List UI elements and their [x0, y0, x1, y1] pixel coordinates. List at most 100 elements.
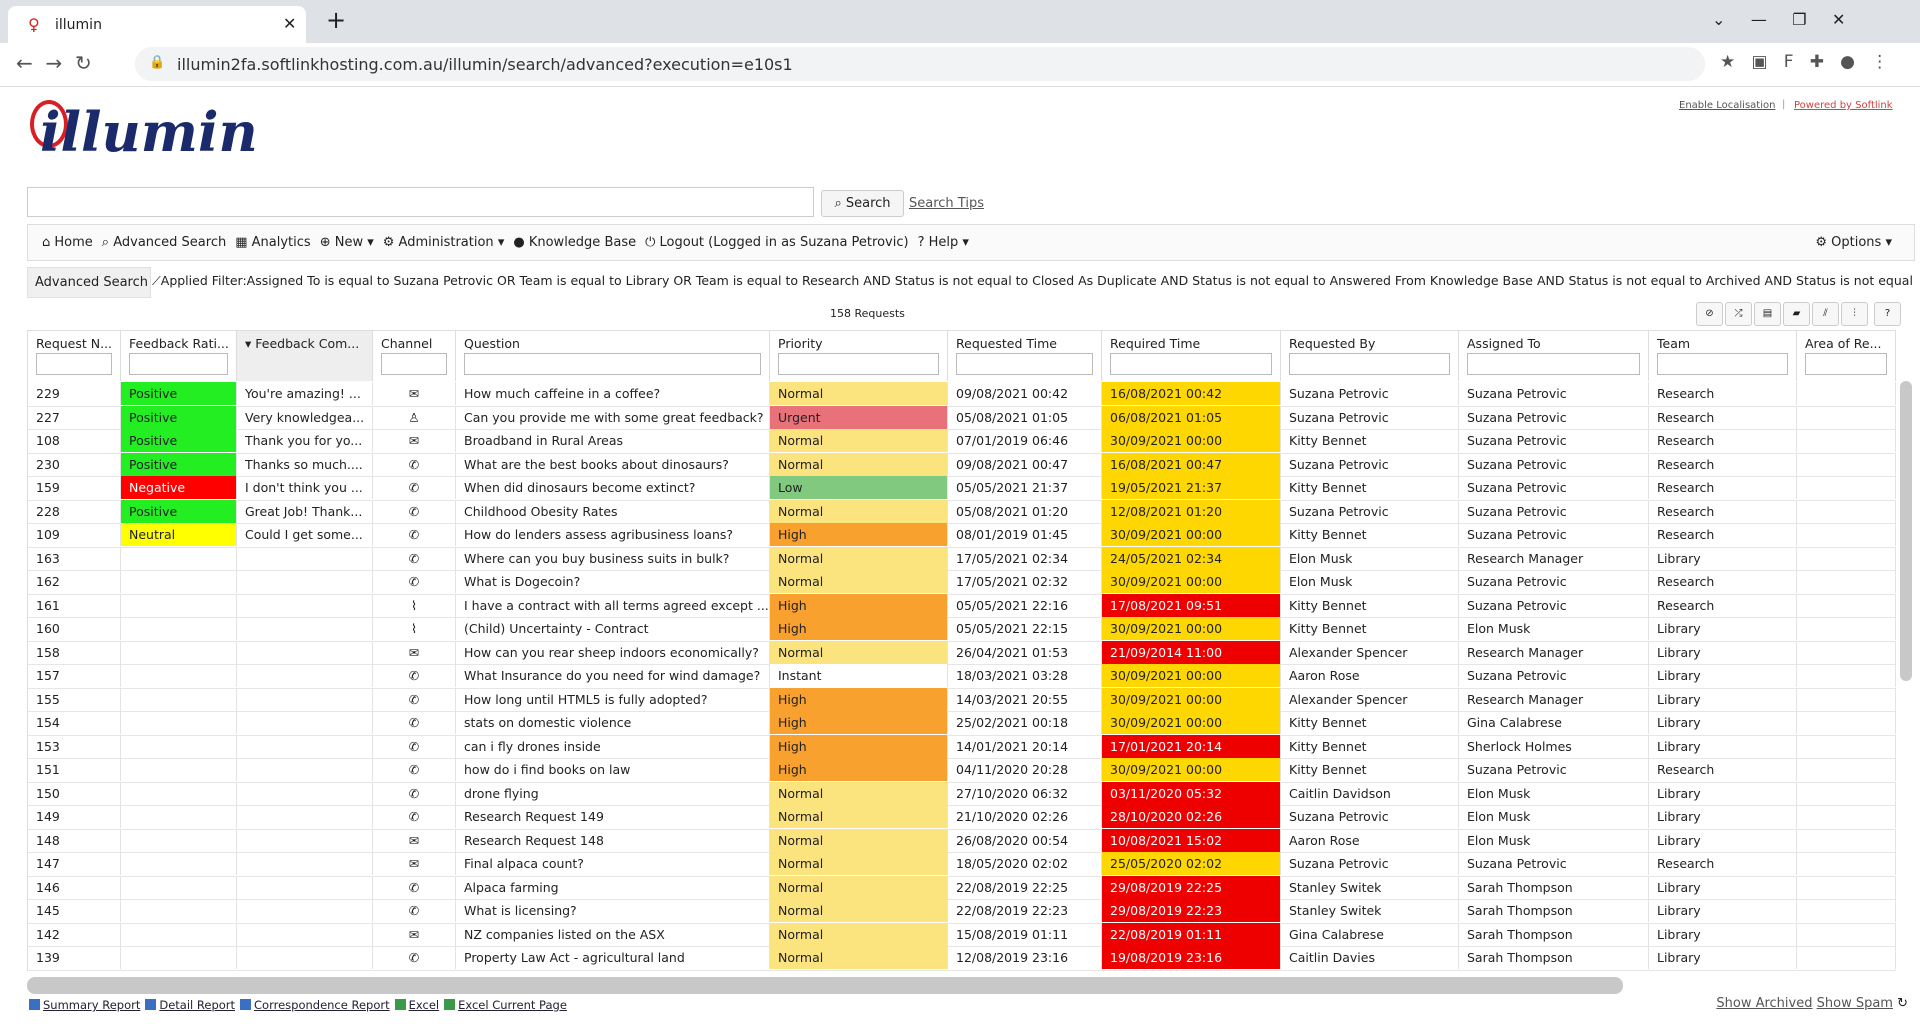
window-controls[interactable]: ⌄ — ❐ ✕	[1712, 10, 1846, 29]
table-row[interactable]: 150 ✆ drone flying Normal 27/10/2020 06:32 03…	[28, 781, 1896, 806]
show-archived[interactable]: Show Archived	[1716, 996, 1813, 1011]
horizontal-scrollbar[interactable]	[27, 977, 1623, 994]
tool-button[interactable]: ⊘	[1696, 302, 1723, 326]
column-filter[interactable]	[36, 353, 112, 375]
column-filter[interactable]	[129, 353, 228, 375]
vertical-scrollbar[interactable]	[1900, 381, 1912, 681]
table-cell	[121, 711, 237, 734]
column-header[interactable]: ▾ Feedback Com...	[237, 331, 373, 381]
report-link[interactable]: Excel Current Page	[444, 998, 567, 1012]
search-input[interactable]	[27, 187, 814, 217]
tool-button[interactable]: ⤮	[1725, 302, 1752, 326]
options-menu[interactable]: ⚙ Options ▾	[1815, 235, 1892, 250]
column-header[interactable]: Team	[1649, 331, 1797, 381]
nav-item[interactable]: ⏻ Logout (Logged in as Suzana Petrovic)	[645, 235, 909, 250]
table-cell: Sarah Thompson	[1459, 899, 1649, 922]
table-row[interactable]: 148 ✉ Research Request 148 Normal 26/08/2020…	[28, 828, 1896, 853]
column-header[interactable]: Feedback Rati...	[121, 331, 237, 381]
table-cell	[237, 875, 373, 899]
table-row[interactable]: 158 ✉ How can you rear sheep indoors econo…	[28, 640, 1896, 665]
tab-title: illumin	[55, 17, 102, 33]
table-row[interactable]: 227 Positive Very knowledgea... ♙ Can you pr…	[28, 405, 1896, 430]
table-row[interactable]: 155 ✆ How long until HTML5 is fully adopte…	[28, 687, 1896, 712]
column-header[interactable]: Priority	[770, 331, 948, 381]
omnibox[interactable]: 🔒 illumin2fa.softlinkhosting.com.au/illu…	[135, 47, 1705, 81]
table-cell: 14/01/2021 20:14	[948, 734, 1102, 758]
column-filter[interactable]	[464, 353, 761, 375]
table-row[interactable]: 149 ✆ Research Request 149 Normal 21/10/2020…	[28, 805, 1896, 830]
table-row[interactable]: 160 ⌇ (Child) Uncertainty - Contract High 05…	[28, 617, 1896, 642]
search-button[interactable]: ⌕ Search	[821, 190, 904, 217]
table-row[interactable]: 146 ✆ Alpaca farming Normal 22/08/2019 22:25…	[28, 875, 1896, 900]
new-tab[interactable]: +	[326, 6, 347, 34]
show-spam[interactable]: Show Spam	[1816, 996, 1893, 1011]
column-filter[interactable]	[1657, 353, 1788, 375]
column-header[interactable]: Channel	[373, 331, 456, 381]
search-tips[interactable]: Search Tips	[909, 196, 984, 211]
table-cell	[237, 781, 373, 805]
nav-bar: ⌂ Home ⌕ Advanced Search ▦ Analytics ⊕ New …	[27, 224, 1915, 261]
report-link[interactable]: Correspondence Report	[240, 998, 390, 1012]
column-filter[interactable]	[1805, 353, 1887, 375]
report-link[interactable]: Detail Report	[145, 998, 235, 1012]
localisation-link[interactable]: Enable Localisation	[1679, 100, 1776, 111]
softlink-link[interactable]: Powered by Softlink	[1794, 100, 1893, 111]
nav-buttons[interactable]: ← → ↻	[16, 51, 92, 75]
nav-item[interactable]: ▦ Analytics	[235, 235, 311, 250]
column-filter[interactable]	[1467, 353, 1640, 375]
nav-item[interactable]: ● Knowledge Base	[513, 235, 637, 250]
table-row[interactable]: 151 ✆ how do i find books on law High 04/11/…	[28, 758, 1896, 783]
tab[interactable]: ♀ illumin ✕	[8, 6, 306, 43]
table-row[interactable]: 109 Neutral Could I get some... ✆ How do len…	[28, 523, 1896, 548]
nav-item[interactable]: ? Help ▾	[917, 235, 969, 250]
table-cell: 24/05/2021 02:34	[1102, 546, 1281, 570]
table-row[interactable]: 145 ✆ What is licensing? Normal 22/08/2019 2…	[28, 899, 1896, 924]
table-row[interactable]: 157 ✆ What Insurance do you need for wind …	[28, 664, 1896, 689]
table-row[interactable]: 230 Positive Thanks so much.... ✆ What are t…	[28, 452, 1896, 477]
nav-item[interactable]: ⌕ Advanced Search	[101, 235, 227, 250]
column-filter[interactable]	[381, 353, 447, 375]
tool-button[interactable]: ▰	[1783, 302, 1810, 326]
table-row[interactable]: 142 ✉ NZ companies listed on the ASX Normal…	[28, 922, 1896, 947]
table-row[interactable]: 161 ⌇ I have a contract with all terms agr…	[28, 593, 1896, 618]
table-row[interactable]: 108 Positive Thank you for yo... ✉ Broadband…	[28, 429, 1896, 454]
table-cell: Library	[1649, 640, 1797, 664]
table-cell	[121, 899, 237, 922]
nav-item[interactable]: ⚙ Administration ▾	[382, 235, 505, 250]
tool-button[interactable]: ▤	[1754, 302, 1781, 326]
tool-button[interactable]: ⫽	[1812, 302, 1839, 326]
advanced-search-tab[interactable]: Advanced Search	[27, 267, 151, 298]
report-link[interactable]: Excel	[394, 998, 439, 1012]
column-header[interactable]: Required Time	[1102, 331, 1281, 381]
column-filter[interactable]	[778, 353, 939, 375]
nav-item[interactable]: ⌂ Home	[42, 235, 93, 250]
table-row[interactable]: 147 ✉ Final alpaca count? Normal 18/05/2020 …	[28, 852, 1896, 877]
column-header[interactable]: Request N...	[28, 331, 121, 381]
table-row[interactable]: 159 Negative I don't think you ... ✆ When di…	[28, 476, 1896, 501]
tab-close[interactable]: ✕	[283, 14, 297, 33]
nav-item[interactable]: ⊕ New ▾	[319, 235, 374, 250]
table-row[interactable]: 162 ✆ What is Dogecoin? Normal 17/05/2021 02…	[28, 570, 1896, 595]
column-header[interactable]: Requested By	[1281, 331, 1459, 381]
table-row[interactable]: 154 ✆ stats on domestic violence High 25/02/…	[28, 711, 1896, 736]
column-header[interactable]: Assigned To	[1459, 331, 1649, 381]
table-row[interactable]: 228 Positive Great Job! Thank... ✆ Childhood…	[28, 499, 1896, 524]
table-row[interactable]: 163 ✆ Where can you buy business suits in …	[28, 546, 1896, 571]
column-header[interactable]: Requested Time	[948, 331, 1102, 381]
table-row[interactable]: 153 ✆ can i fly drones inside High 14/01/202…	[28, 734, 1896, 759]
table-cell	[237, 640, 373, 664]
column-header[interactable]: Area of Re...	[1797, 331, 1896, 381]
table-row[interactable]: 229 Positive You're amazing! ... ✉ How much …	[28, 382, 1896, 407]
column-filter[interactable]	[1110, 353, 1272, 375]
report-link[interactable]: Summary Report	[29, 998, 140, 1012]
table-cell: Normal	[770, 781, 948, 805]
column-filter[interactable]	[1289, 353, 1450, 375]
column-filter[interactable]	[956, 353, 1093, 375]
table-cell: Where can you buy business suits in bulk…	[456, 546, 770, 570]
tool-button[interactable]: ⫶	[1841, 302, 1868, 326]
extensions[interactable]: ★ ▣ F ✚ ● ⋮	[1720, 52, 1889, 72]
tool-button[interactable]: ?	[1874, 302, 1901, 326]
table-row[interactable]: 139 ✆ Property Law Act - agricultural land…	[28, 946, 1896, 971]
column-header[interactable]: Question	[456, 331, 770, 381]
